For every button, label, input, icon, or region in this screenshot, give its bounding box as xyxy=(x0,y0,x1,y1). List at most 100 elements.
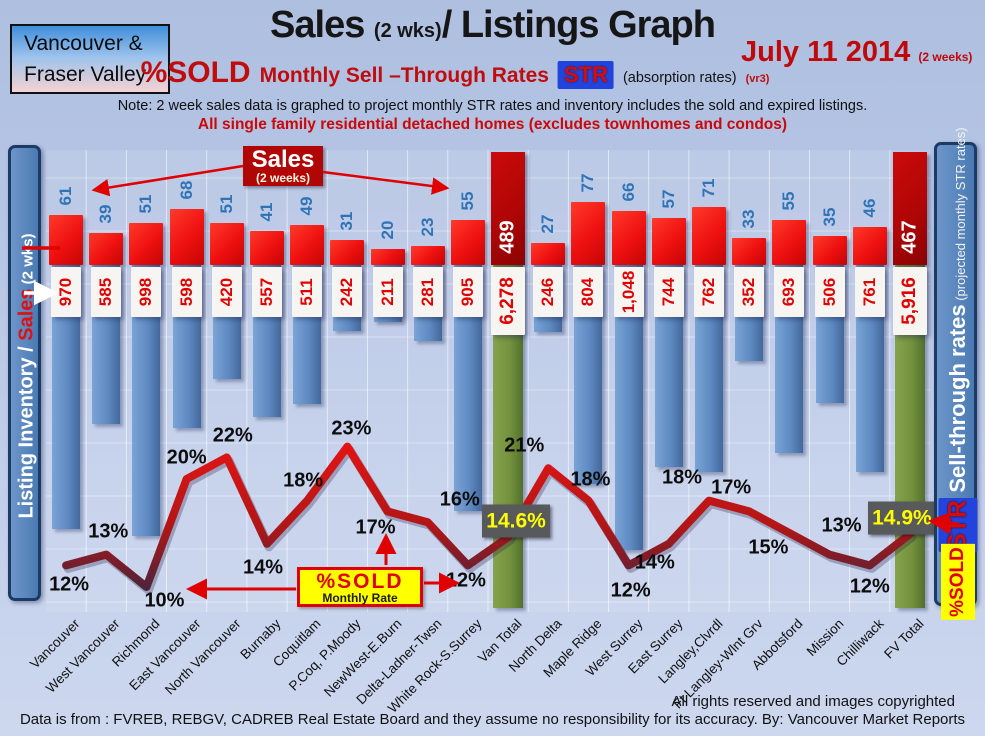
inventory-value-label: 693 xyxy=(779,277,799,307)
inventory-value-label: 5,916 xyxy=(898,277,920,325)
inventory-value-box xyxy=(892,267,927,335)
inventory-value-label: 281 xyxy=(417,277,437,307)
pct-sold-callout: %SOLD Monthly Rate xyxy=(297,567,423,607)
left-axis-panel: Listing Inventory / Sales (2 wks) xyxy=(8,145,41,601)
sales-bar xyxy=(651,218,686,265)
inventory-value-box xyxy=(91,267,122,317)
inventory-value-box xyxy=(131,267,162,317)
pct-sold-badge: %SOLD xyxy=(941,544,975,620)
left-axis-label: Listing Inventory / xyxy=(15,340,38,519)
pct-sold-label: 17% xyxy=(711,476,752,499)
inventory-value-box xyxy=(533,267,564,317)
inventory-value-box xyxy=(332,267,363,317)
sales-bar xyxy=(49,215,84,265)
right-axis-sub: (projected monthly STR rates) xyxy=(953,127,968,305)
pct-sold-label: 18% xyxy=(283,469,324,492)
inventory-value-box xyxy=(653,267,684,317)
sales-bar xyxy=(450,220,485,265)
sales-bar xyxy=(571,202,606,265)
sales-bar xyxy=(410,246,445,265)
sales-bar xyxy=(169,209,204,265)
sales-bar xyxy=(692,207,726,265)
inventory-value-box xyxy=(452,267,483,317)
sales-value-label: 55 xyxy=(779,191,799,210)
subtitle-sold: %SOLD xyxy=(140,56,251,89)
inventory-value-box xyxy=(211,267,242,317)
pct-sold-label: 12% xyxy=(610,579,651,602)
pct-sold-label: 18% xyxy=(661,466,703,489)
sales-value-label: 51 xyxy=(136,194,156,213)
sales-value-label: 55 xyxy=(457,191,477,210)
total-sales-value: 489 xyxy=(496,220,519,254)
total-sales-bar xyxy=(491,152,526,265)
sales-value-label: 39 xyxy=(96,204,116,223)
pct-sold-label: 23% xyxy=(331,417,372,440)
sales-value-label: 46 xyxy=(859,198,879,217)
inventory-value-box xyxy=(491,267,526,335)
inventory-value-box xyxy=(412,267,443,317)
inventory-value-box xyxy=(694,267,724,317)
pct-sold-label: 13% xyxy=(821,514,862,537)
source-text: Data is from : FVREB, REBGV, CADREB Real… xyxy=(19,711,966,728)
subtitle-rates: Monthly Sell –Through Rates xyxy=(259,64,549,87)
scope-text: All single family residential detached h… xyxy=(197,116,788,133)
pct-sold-label: 17% xyxy=(355,516,396,539)
inventory-value-label: 246 xyxy=(538,277,558,307)
subtitle-absorption: (absorption rates) xyxy=(622,70,737,86)
inventory-value-box xyxy=(734,267,765,317)
sales-value-label: 61 xyxy=(56,186,76,205)
inventory-value-label: 420 xyxy=(216,277,236,307)
sales-value-label: 57 xyxy=(658,189,678,208)
sales-value-label: 31 xyxy=(337,211,357,230)
left-axis-2wks: (2 wks) xyxy=(19,233,37,289)
inventory-value-box xyxy=(814,267,845,317)
subtitle-version: (vr3) xyxy=(745,73,770,85)
pct-sold-callout-title: %SOLD xyxy=(316,569,404,593)
pct-sold-highlight: 14.9% xyxy=(867,501,936,535)
sales-bar xyxy=(370,249,405,265)
pct-sold-label: 14% xyxy=(242,556,284,579)
inventory-value-label: 585 xyxy=(96,277,116,307)
inventory-value-box xyxy=(171,267,202,317)
inventory-value-label: 744 xyxy=(658,277,678,307)
inventory-value-label: 598 xyxy=(176,277,196,307)
total-sales-bar xyxy=(892,152,927,265)
sales-value-label: 23 xyxy=(417,217,437,236)
sales-value-label: 77 xyxy=(578,173,598,192)
inventory-value-box xyxy=(292,267,323,317)
pct-sold-highlight: 14.6% xyxy=(482,504,551,538)
region-line2: Fraser Valley xyxy=(24,63,147,86)
pct-sold-label: 15% xyxy=(748,536,789,559)
sales-bar xyxy=(250,231,284,265)
sales-bar xyxy=(531,243,566,265)
sales-value-label: 51 xyxy=(216,194,236,213)
sales-bar xyxy=(852,227,887,265)
inventory-value-box xyxy=(372,267,403,317)
sales-bar xyxy=(611,211,646,265)
pct-sold-callout-sub: Monthly Rate xyxy=(322,590,398,605)
sales-bar xyxy=(129,223,164,265)
pct-sold-label: 18% xyxy=(570,468,611,491)
pct-sold-label: 12% xyxy=(849,575,890,598)
subtitle: %SOLD Monthly Sell –Through Rates STR (a… xyxy=(140,56,770,90)
right-axis-label: Sell-through rates xyxy=(945,304,970,493)
sales-bar xyxy=(732,238,767,265)
inventory-value-label: 211 xyxy=(377,278,397,306)
inventory-value-label: 6,278 xyxy=(497,277,519,325)
sales-callout-title: Sales xyxy=(251,146,315,173)
inventory-value-box xyxy=(252,267,282,317)
pct-sold-label: 12% xyxy=(445,569,486,592)
sales-value-label: 49 xyxy=(297,196,317,215)
sales-callout-sub: (2 weeks) xyxy=(255,171,311,185)
inventory-value-label: 998 xyxy=(136,277,156,307)
inventory-value-label: 557 xyxy=(257,277,276,307)
right-axis-panel: Sell-through rates (projected monthly ST… xyxy=(934,127,978,620)
sales-value-label: 33 xyxy=(739,209,759,228)
rights-text: All rights reserved and images copyright… xyxy=(671,693,955,710)
inventory-value-label: 506 xyxy=(819,277,839,307)
pct-sold-label: 22% xyxy=(212,424,253,447)
pct-sold-label: 12% xyxy=(49,573,90,596)
